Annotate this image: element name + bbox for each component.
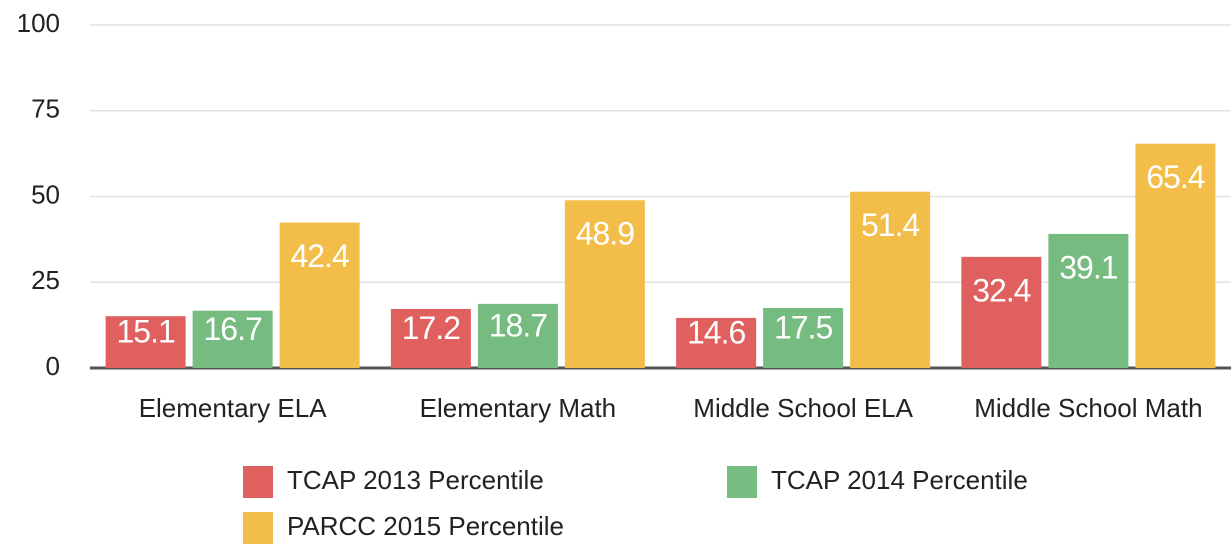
bar <box>1048 233 1129 368</box>
y-tick-label: 100 <box>17 8 60 38</box>
legend-label: TCAP 2014 Percentile <box>771 465 1028 495</box>
value-label: 65.4 <box>1146 159 1204 195</box>
bar <box>192 310 273 368</box>
value-label: 17.5 <box>774 309 832 345</box>
value-label: 18.7 <box>489 307 547 343</box>
value-label: 32.4 <box>972 272 1030 308</box>
bar <box>961 256 1042 368</box>
x-tick-label: Middle School ELA <box>693 393 913 423</box>
value-label: 14.6 <box>687 314 745 350</box>
legend-swatch <box>243 466 273 498</box>
bar <box>850 191 931 368</box>
y-tick-label: 0 <box>46 351 60 381</box>
bar <box>676 317 757 368</box>
bar <box>564 200 645 368</box>
bar <box>105 316 186 368</box>
legend-label: PARCC 2015 Percentile <box>287 511 564 541</box>
y-tick-label: 25 <box>31 265 60 295</box>
bar <box>279 222 360 368</box>
x-tick-label: Elementary Math <box>420 393 617 423</box>
bar <box>763 307 844 368</box>
y-tick-label: 50 <box>31 179 60 209</box>
value-label: 42.4 <box>290 238 348 274</box>
legend-swatch <box>243 512 273 544</box>
value-label: 16.7 <box>203 311 261 347</box>
value-label: 15.1 <box>116 314 174 350</box>
value-label: 48.9 <box>576 216 634 252</box>
bar <box>477 303 558 368</box>
bar <box>390 309 471 368</box>
bar <box>1135 143 1216 368</box>
x-tick-label: Middle School Math <box>974 393 1202 423</box>
legend-swatch <box>727 466 757 498</box>
y-tick-label: 75 <box>31 94 60 124</box>
value-label: 39.1 <box>1059 249 1117 285</box>
value-label: 51.4 <box>861 207 919 243</box>
x-tick-label: Elementary ELA <box>139 393 328 423</box>
value-label: 17.2 <box>402 310 460 346</box>
legend-label: TCAP 2013 Percentile <box>287 465 544 495</box>
